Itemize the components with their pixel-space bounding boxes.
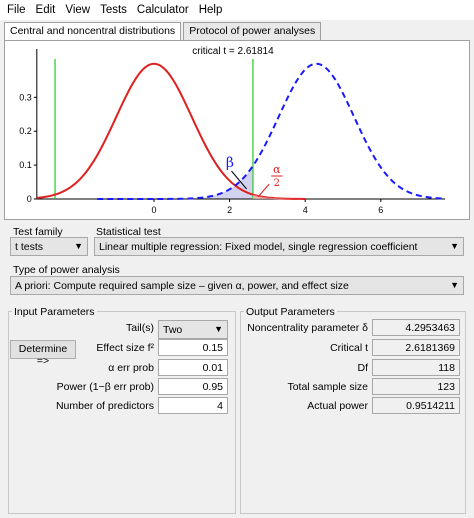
alpha-label: α err prob <box>108 362 154 374</box>
power-analysis-select[interactable]: A priori: Compute required sample size –… <box>10 276 464 295</box>
ncp-label: Noncentrality parameter δ <box>247 322 368 334</box>
df-label: Df <box>357 362 369 374</box>
noncentral-curve <box>97 62 446 200</box>
sample-size-label: Total sample size <box>287 381 368 393</box>
statistical-test-value: Linear multiple regression: Fixed model,… <box>99 241 418 253</box>
y-tick-label: 0.3 <box>19 92 32 102</box>
statistical-test-label: Statistical test <box>96 226 161 238</box>
alpha-region <box>252 194 306 199</box>
input-parameters-title: Input Parameters <box>12 306 97 318</box>
y-tick-label: 0 <box>27 194 32 204</box>
determine-button[interactable]: Determine => <box>10 340 76 367</box>
tails-value: Two <box>163 324 183 336</box>
effect-size-input[interactable]: 0.15 <box>158 339 228 356</box>
menu-tests[interactable]: Tests <box>100 4 127 16</box>
beta-region <box>51 166 253 199</box>
menu-help[interactable]: Help <box>198 4 223 16</box>
effect-size-label: Effect size f² <box>96 342 154 354</box>
statistical-test-select[interactable]: Linear multiple regression: Fixed model,… <box>94 237 464 256</box>
critical-t-label: Critical t <box>330 342 368 354</box>
tab-protocol[interactable]: Protocol of power analyses <box>183 22 322 40</box>
output-parameters-group <box>240 311 466 514</box>
alpha-input[interactable]: 0.01 <box>158 359 228 376</box>
alpha-pointer <box>257 183 270 198</box>
critical-t-label: critical t = 2.61814 <box>192 46 274 57</box>
menu-edit[interactable]: Edit <box>35 4 56 16</box>
test-family-value: t tests <box>15 241 44 253</box>
actual-power-label: Actual power <box>307 400 368 412</box>
x-tick-label: 2 <box>227 205 232 215</box>
test-family-select[interactable]: t tests ▼ <box>10 237 88 256</box>
df-output: 118 <box>372 359 460 376</box>
output-parameters-title: Output Parameters <box>244 306 337 318</box>
chevron-down-icon: ▼ <box>74 241 83 251</box>
predictors-label: Number of predictors <box>55 400 154 412</box>
x-tick-label: 0 <box>151 205 156 215</box>
ncp-output: 4.2953463 <box>372 319 460 336</box>
alpha-numerator: α <box>273 163 281 176</box>
test-family-label: Test family <box>13 226 63 238</box>
sample-size-output: 123 <box>372 378 460 395</box>
critical-t-output: 2.6181369 <box>372 339 460 356</box>
power-analysis-value: A priori: Compute required sample size –… <box>15 280 349 292</box>
menu-calculator[interactable]: Calculator <box>136 4 189 16</box>
chevron-down-icon: ▼ <box>450 280 459 290</box>
tab-distributions[interactable]: Central and noncentral distributions <box>4 22 182 41</box>
y-tick-label: 0.1 <box>19 160 32 170</box>
beta-symbol: β <box>226 155 234 171</box>
tails-select[interactable]: Two ▼ <box>158 320 228 339</box>
central-curve <box>36 62 306 200</box>
tab-bar: Central and noncentral distributions Pro… <box>4 22 323 41</box>
power-analysis-label: Type of power analysis <box>13 264 120 276</box>
chevron-down-icon: ▼ <box>450 241 459 251</box>
input-parameters-group <box>8 311 236 514</box>
menu-bar: File Edit View Tests Calculator Help <box>0 0 474 20</box>
beta-pointer <box>231 170 247 190</box>
tails-label: Tail(s) <box>126 322 154 334</box>
chevron-down-icon: ▼ <box>214 324 223 334</box>
distribution-plot: 0.3 0.2 0.1 0 0 2 4 6 critical t = 2.61814 β α 2 <box>4 40 470 220</box>
x-tick-label: 4 <box>303 205 308 215</box>
y-tick-label: 0.2 <box>19 126 32 136</box>
menu-file[interactable]: File <box>7 4 26 16</box>
actual-power-output: 0.9514211 <box>372 397 460 414</box>
power-label: Power (1−β err prob) <box>56 381 154 393</box>
power-input[interactable]: 0.95 <box>158 378 228 395</box>
predictors-input[interactable]: 4 <box>158 397 228 414</box>
alpha-denominator: 2 <box>274 178 280 189</box>
menu-view[interactable]: View <box>65 4 91 16</box>
x-tick-label: 6 <box>378 205 383 215</box>
plot-svg: 0.3 0.2 0.1 0 0 2 4 6 critical t = 2.61814 β α 2 <box>19 46 446 215</box>
